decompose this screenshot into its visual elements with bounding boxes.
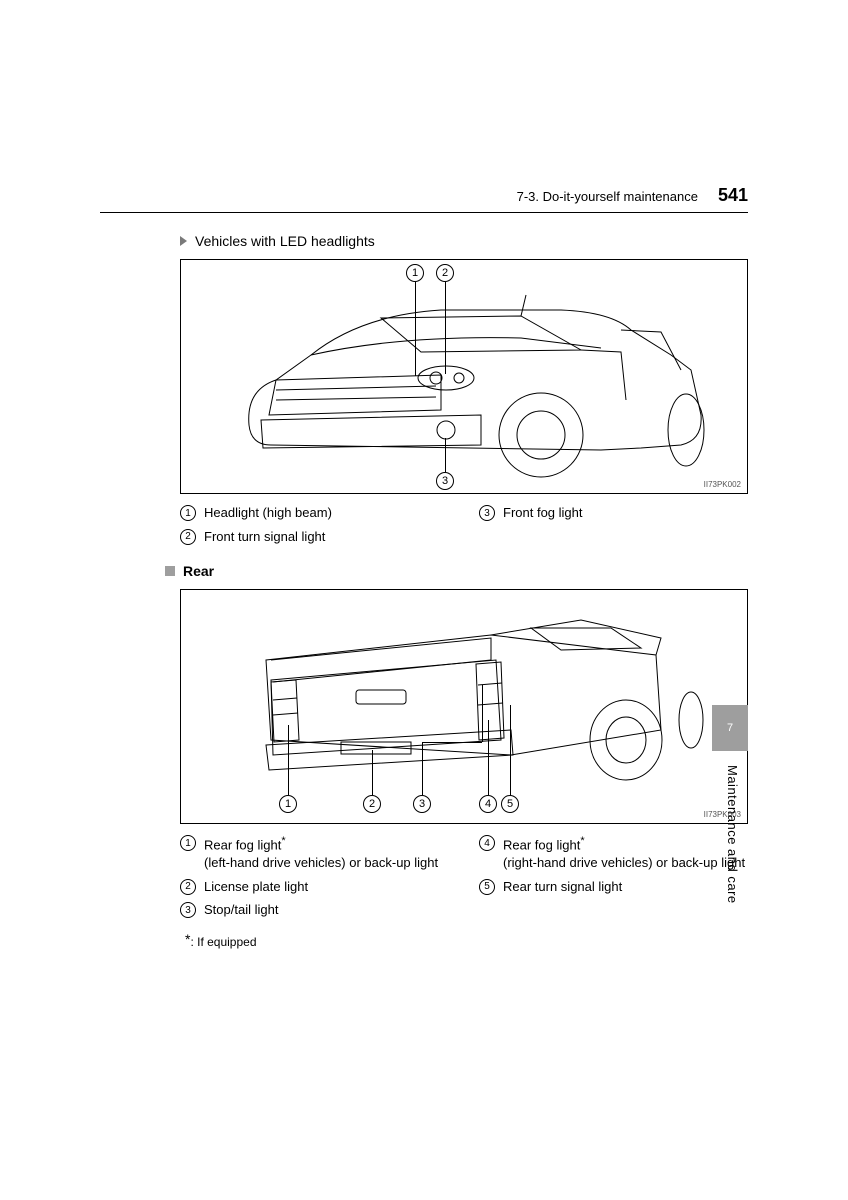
chapter-label: Maintenance and care (725, 765, 740, 925)
callout-2: 2 (363, 795, 381, 813)
legend-front: 1 Headlight (high beam) 2 Front turn sig… (180, 504, 748, 551)
legend-col-right: 4 Rear fog light* (right-hand drive vehi… (479, 834, 748, 925)
legend-col-left: 1 Headlight (high beam) 2 Front turn sig… (180, 504, 449, 551)
subheading-led: Vehicles with LED headlights (180, 233, 748, 249)
page-number: 541 (718, 185, 748, 206)
square-icon (165, 566, 175, 576)
legend-number-icon: 2 (180, 529, 196, 545)
page-content: 7-3. Do-it-yourself maintenance 541 Vehi… (100, 185, 748, 949)
asterisk-icon: * (580, 835, 584, 847)
legend-col-right: 3 Front fog light (479, 504, 748, 551)
legend-number-icon: 4 (479, 835, 495, 851)
callout-line (372, 750, 373, 795)
callout-1: 1 (406, 264, 424, 282)
legend-text: Rear fog light* (right-hand drive vehicl… (503, 834, 745, 871)
legend-text: Front turn signal light (204, 528, 325, 546)
legend-item: 1 Headlight (high beam) (180, 504, 449, 522)
callout-line (422, 742, 423, 795)
callout-5: 5 (501, 795, 519, 813)
footnote: *: If equipped (185, 933, 748, 949)
page-header: 7-3. Do-it-yourself maintenance 541 (100, 185, 748, 213)
callout-3: 3 (436, 472, 454, 490)
legend-item: 2 Front turn signal light (180, 528, 449, 546)
legend-number-icon: 1 (180, 505, 196, 521)
truck-rear-illustration (181, 590, 741, 825)
truck-front-illustration (181, 260, 741, 495)
legend-item: 3 Stop/tail light (180, 901, 449, 919)
figure-rear: 1 2 3 4 5 II73PK003 (180, 589, 748, 824)
callout-line (482, 685, 483, 742)
section-rear-heading: Rear (165, 563, 748, 579)
legend-text: License plate light (204, 878, 308, 896)
callout-line (422, 742, 482, 743)
legend-number-icon: 3 (479, 505, 495, 521)
legend-item: 1 Rear fog light* (left-hand drive vehic… (180, 834, 449, 871)
legend-number-icon: 2 (180, 879, 196, 895)
callout-line (445, 282, 446, 374)
legend-item: 5 Rear turn signal light (479, 878, 748, 896)
callout-line (510, 705, 511, 795)
legend-rear: 1 Rear fog light* (left-hand drive vehic… (180, 834, 748, 925)
figure-front: 1 2 3 II73PK002 (180, 259, 748, 494)
legend-number-icon: 3 (180, 902, 196, 918)
legend-text: Headlight (high beam) (204, 504, 332, 522)
figure-code: II73PK002 (704, 480, 741, 489)
legend-item: 4 Rear fog light* (right-hand drive vehi… (479, 834, 748, 871)
section-label: 7-3. Do-it-yourself maintenance (517, 189, 698, 204)
triangle-icon (180, 236, 187, 246)
callout-line (415, 282, 416, 376)
callout-line (288, 725, 289, 795)
legend-item: 2 License plate light (180, 878, 449, 896)
chapter-tab: 7 (712, 705, 748, 751)
legend-number-icon: 5 (479, 879, 495, 895)
callout-line (488, 720, 489, 795)
legend-text: Stop/tail light (204, 901, 278, 919)
legend-item: 3 Front fog light (479, 504, 748, 522)
asterisk-icon: * (185, 931, 190, 947)
legend-text: Rear fog light* (left-hand drive vehicle… (204, 834, 438, 871)
callout-4: 4 (479, 795, 497, 813)
callout-1: 1 (279, 795, 297, 813)
legend-col-left: 1 Rear fog light* (left-hand drive vehic… (180, 834, 449, 925)
legend-number-icon: 1 (180, 835, 196, 851)
callout-line (445, 438, 446, 472)
legend-text: Rear turn signal light (503, 878, 622, 896)
legend-text: Front fog light (503, 504, 583, 522)
callout-3: 3 (413, 795, 431, 813)
asterisk-icon: * (281, 835, 285, 847)
callout-2: 2 (436, 264, 454, 282)
